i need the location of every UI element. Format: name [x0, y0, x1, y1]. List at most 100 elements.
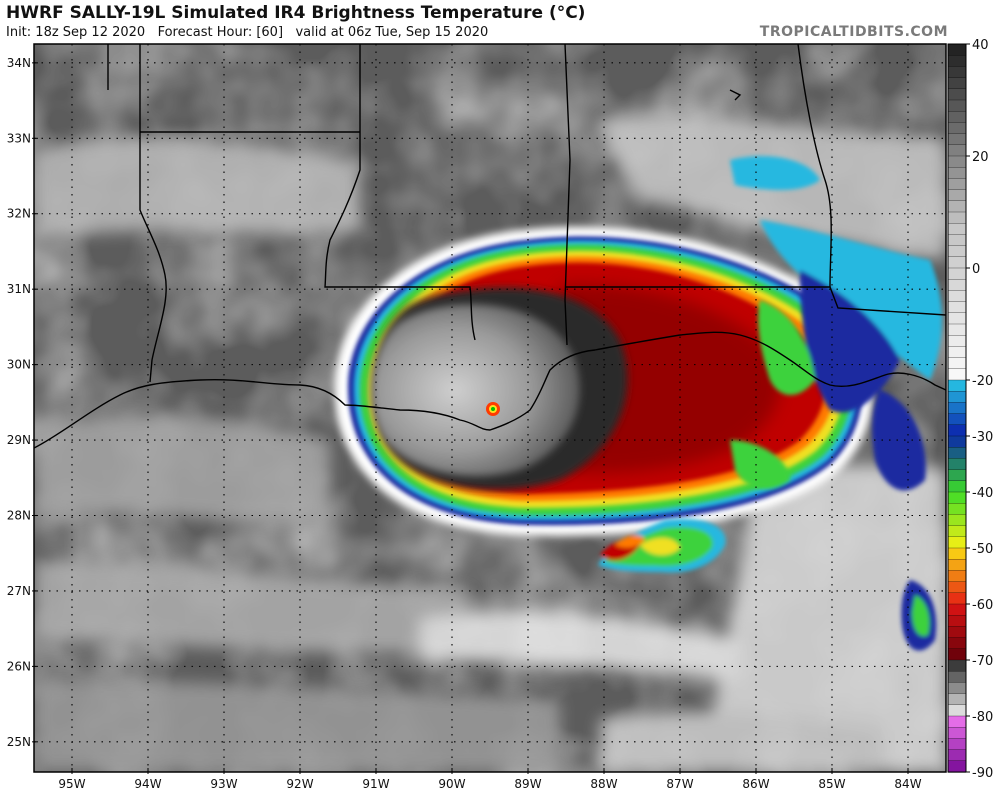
colorbar-segment [947, 435, 967, 448]
colorbar-segment [947, 603, 967, 616]
colorbar-segment [947, 323, 967, 336]
colorbar-tick-label: -50 [972, 542, 993, 557]
colorbar-segment [947, 43, 967, 56]
colorbar-segment [947, 749, 967, 762]
colorbar-segment [947, 144, 967, 157]
lon-label: 89W [514, 777, 541, 791]
lat-label: 28N [7, 509, 31, 523]
lon-label: 87W [666, 777, 693, 791]
init-time: Init: 18z Sep 12 2020 [6, 25, 146, 40]
colorbar-segment [947, 615, 967, 628]
lon-label: 90W [438, 777, 465, 791]
lat-label: 30N [7, 358, 31, 372]
colorbar-segment [947, 536, 967, 549]
colorbar-segment [947, 648, 967, 661]
colorbar-segment [947, 727, 967, 740]
lon-label: 93W [210, 777, 237, 791]
colorbar-segment [947, 245, 967, 258]
colorbar-segment [947, 335, 967, 348]
colorbar-segment [947, 279, 967, 292]
lon-label: 91W [362, 777, 389, 791]
state-border-ms-al [564, 44, 571, 346]
colorbar-segment [947, 155, 967, 168]
colorbar-segment [947, 659, 967, 672]
colorbar-segment [947, 167, 967, 180]
colorbar-segment [947, 312, 967, 325]
lat-label: 33N [7, 131, 31, 145]
colorbar-segment [947, 447, 967, 460]
south-convection [598, 518, 726, 573]
cloud-sheets [34, 117, 946, 772]
colorbar-segment [947, 671, 967, 684]
colorbar-segment [947, 469, 967, 482]
valid-time: valid at 06z Tue, Sep 15 2020 [295, 25, 489, 40]
map-frame [33, 43, 947, 773]
colorbar-segment [947, 234, 967, 247]
colorbar-segment [947, 99, 967, 112]
colorbar-segment [947, 55, 967, 68]
colorbar-frame [947, 43, 967, 773]
lat-label: 27N [7, 584, 31, 598]
colorbar-segment [947, 211, 967, 224]
colorbar-tick-label: -40 [972, 486, 993, 501]
latitude-labels: 34N 33N 32N 31N 30N 29N 28N 27N 26N 25N [7, 56, 38, 749]
lat-label: 29N [7, 433, 31, 447]
colorbar-segment [947, 391, 967, 404]
colorbar-segment [947, 458, 967, 471]
imagery [34, 44, 946, 772]
colorbar-segment [947, 704, 967, 717]
colorbar-segment [947, 379, 967, 392]
colorbar-segment [947, 693, 967, 706]
colorbar-segment [947, 413, 967, 426]
state-border-la-ms [324, 44, 476, 341]
lat-label: 32N [7, 207, 31, 221]
lat-label: 25N [7, 735, 31, 749]
colorbar-tick-label: -20 [972, 374, 993, 389]
lat-label: 31N [7, 282, 31, 296]
colorbar-tick-label: 20 [972, 150, 989, 165]
colorbar-tick-label: -90 [972, 766, 993, 781]
colorbar-segment [947, 223, 967, 236]
lon-label: 95W [58, 777, 85, 791]
geography [34, 44, 946, 449]
coastline [34, 331, 946, 449]
watermark: TROPICALTIDBITS.COM [759, 24, 948, 40]
colorbar-segment [947, 346, 967, 359]
colorbar-segment [947, 503, 967, 516]
colorbar-tick-label: -60 [972, 598, 993, 613]
colorbar-tick-label: 40 [972, 38, 989, 53]
colorbar-segment [947, 402, 967, 415]
colorbar-segment [947, 122, 967, 135]
state-border-al-fl [565, 286, 946, 316]
map-subtitle: Init: 18z Sep 12 2020 Forecast Hour: [60… [6, 25, 488, 40]
colorbar-tick-label: -70 [972, 654, 993, 669]
colorbar-segment [947, 547, 967, 560]
lon-label: 84W [894, 777, 921, 791]
state-border-al-ga [797, 44, 832, 288]
colorbar-segment [947, 581, 967, 594]
colorbar-segment [947, 559, 967, 572]
lon-label: 88W [590, 777, 617, 791]
colorbar-segment [947, 178, 967, 191]
colorbar-segment [947, 200, 967, 213]
lat-label: 34N [7, 56, 31, 70]
colorbar-segment [947, 760, 967, 773]
colorbar-segment [947, 715, 967, 728]
colorbar-segment [947, 290, 967, 303]
colorbar-segment [947, 424, 967, 437]
colorbar-segment [947, 301, 967, 314]
colorbar-segment [947, 682, 967, 695]
ne-convection [730, 156, 942, 651]
colorbar-segment [947, 626, 967, 639]
map-title: HWRF SALLY-19L Simulated IR4 Brightness … [6, 3, 586, 23]
colorbar-segment [947, 66, 967, 79]
colorbar-segment [947, 637, 967, 650]
colorbar-segment [947, 77, 967, 90]
lat-label: 26N [7, 659, 31, 673]
colorbar-segment [947, 133, 967, 146]
colorbar [947, 43, 967, 773]
colorbar-segment [947, 525, 967, 538]
longitude-labels: 95W 94W 93W 92W 91W 90W 89W 88W 87W 86W 85W 84W [58, 768, 922, 791]
forecast-hour: Forecast Hour: [60] [157, 25, 284, 40]
